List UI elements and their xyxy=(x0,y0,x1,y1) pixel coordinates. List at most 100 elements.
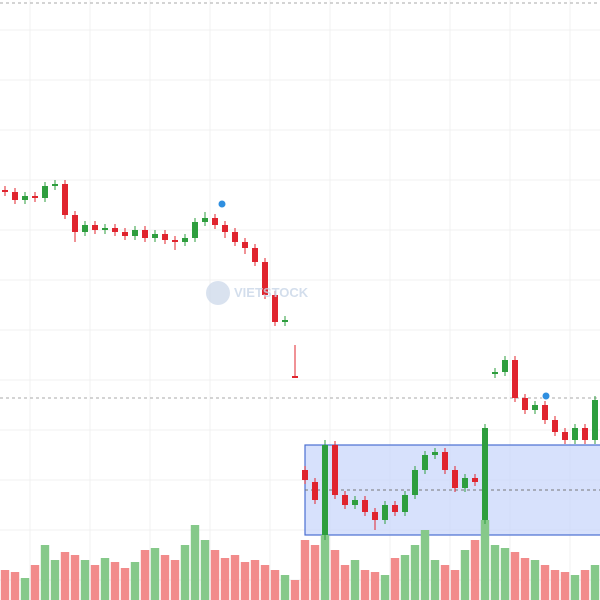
candle-body xyxy=(262,262,268,295)
candle-body xyxy=(532,405,538,410)
candle-body xyxy=(512,360,518,398)
candle-body xyxy=(492,372,498,374)
candle-body xyxy=(132,230,138,236)
candle-body xyxy=(342,495,348,505)
candle-body xyxy=(232,232,238,242)
candle-body xyxy=(432,452,438,455)
signal-marker xyxy=(541,391,551,401)
volume-bar xyxy=(140,550,150,600)
candle-body xyxy=(112,228,118,232)
candle-body xyxy=(562,432,568,440)
candle-body xyxy=(542,405,548,420)
candle-body xyxy=(462,478,468,488)
volume-bar xyxy=(210,550,220,600)
volume-bar xyxy=(450,570,460,600)
candle-body xyxy=(442,452,448,470)
signal-marker xyxy=(217,199,227,209)
volume-bar xyxy=(460,550,470,600)
candle-body xyxy=(302,470,308,480)
candle-body xyxy=(52,184,58,186)
volume-bar xyxy=(0,570,10,600)
candle-body xyxy=(452,470,458,488)
volume-bar xyxy=(310,545,320,600)
volume-bar xyxy=(520,558,530,600)
candle-body xyxy=(172,240,178,242)
candle-body xyxy=(142,230,148,238)
volume-bar xyxy=(120,568,130,600)
candle-body xyxy=(522,398,528,410)
volume-bar xyxy=(430,560,440,600)
volume-bar xyxy=(400,555,410,600)
candle-body xyxy=(282,320,288,322)
volume-bar xyxy=(180,545,190,600)
volume-bar xyxy=(350,560,360,600)
volume-bar xyxy=(230,555,240,600)
volume-bar xyxy=(330,550,340,600)
volume-bar xyxy=(260,565,270,600)
candle-body xyxy=(242,242,248,248)
watermark-logo xyxy=(206,281,230,305)
volume-bar xyxy=(40,545,50,600)
volume-bar xyxy=(530,560,540,600)
candle-body xyxy=(412,470,418,495)
candles xyxy=(2,180,598,540)
candle-body xyxy=(82,225,88,232)
volume-bar xyxy=(250,560,260,600)
candle-body xyxy=(62,184,68,215)
candle-body xyxy=(552,420,558,432)
volume-bar xyxy=(470,540,480,600)
candle-body xyxy=(102,228,108,230)
candle-body xyxy=(152,234,158,238)
candle-body xyxy=(92,225,98,230)
candle-body xyxy=(352,500,358,505)
volume-bar xyxy=(370,572,380,600)
volume-bar xyxy=(300,540,310,600)
volume-panel xyxy=(0,520,600,600)
candle-body xyxy=(212,218,218,225)
candle-body xyxy=(392,505,398,512)
volume-bar xyxy=(70,555,80,600)
volume-bar xyxy=(490,545,500,600)
candle-body xyxy=(192,222,198,238)
volume-bar xyxy=(270,570,280,600)
volume-bar xyxy=(380,575,390,600)
candle-body xyxy=(482,428,488,520)
candle-body xyxy=(2,190,8,192)
volume-bar xyxy=(320,535,330,600)
volume-bar xyxy=(540,565,550,600)
candle-body xyxy=(372,512,378,520)
volume-bar xyxy=(60,552,70,600)
volume-bar xyxy=(80,560,90,600)
candle-body xyxy=(362,500,368,512)
candle-body xyxy=(582,428,588,440)
volume-bar xyxy=(410,545,420,600)
candle-body xyxy=(182,238,188,242)
volume-bar xyxy=(150,548,160,600)
candle-body xyxy=(332,445,338,495)
volume-bar xyxy=(240,562,250,600)
volume-bar xyxy=(550,570,560,600)
volume-bar xyxy=(220,558,230,600)
volume-bar xyxy=(560,572,570,600)
volume-bar xyxy=(50,560,60,600)
volume-bar xyxy=(20,578,30,600)
volume-bar xyxy=(420,530,430,600)
candle-body xyxy=(322,445,328,535)
candle-body xyxy=(12,192,18,200)
volume-bar xyxy=(510,552,520,600)
candle-body xyxy=(22,196,28,200)
candle-body xyxy=(72,215,78,232)
volume-bar xyxy=(100,558,110,600)
volume-bar xyxy=(290,580,300,600)
volume-bar xyxy=(90,565,100,600)
volume-bar xyxy=(280,575,290,600)
volume-bar xyxy=(360,570,370,600)
candle-body xyxy=(502,360,508,372)
volume-bar xyxy=(200,540,210,600)
candle-body xyxy=(382,505,388,520)
candle-body xyxy=(422,455,428,470)
candle-body xyxy=(122,232,128,236)
candle-body xyxy=(292,376,298,378)
